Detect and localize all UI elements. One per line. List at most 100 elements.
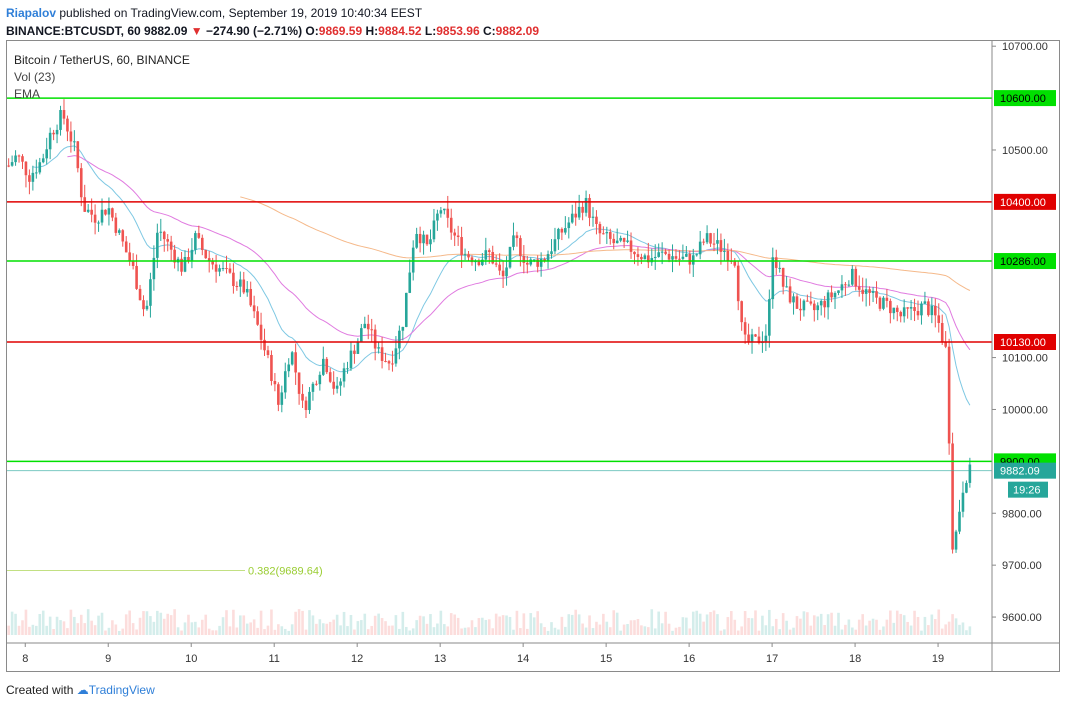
candle-body: [131, 261, 135, 266]
candle-body: [501, 270, 505, 277]
candle-body: [906, 307, 909, 309]
time-tick-label: 14: [517, 653, 529, 665]
candle-body: [830, 292, 833, 298]
volume-bar: [28, 626, 31, 635]
volume-bar: [837, 612, 840, 635]
volume-bar: [716, 614, 719, 635]
volume-bar: [245, 623, 249, 635]
publisher-name[interactable]: Riapalov: [6, 6, 57, 20]
candle-body: [591, 216, 595, 218]
candle-body: [145, 305, 149, 310]
volume-bar: [325, 623, 329, 635]
volume-bar: [667, 623, 671, 635]
ema-mid-line: [67, 155, 971, 351]
candle-body: [387, 361, 391, 364]
candle-body: [844, 284, 847, 286]
candle-body: [391, 363, 394, 365]
volume-bar: [477, 618, 481, 635]
candle-body: [581, 206, 584, 213]
volume-bar: [287, 630, 291, 635]
candle-body: [747, 334, 750, 342]
volume-bar: [135, 629, 138, 635]
candle-body: [920, 303, 923, 316]
candle-body: [249, 288, 252, 306]
candle-body: [21, 156, 24, 162]
candle-body: [152, 257, 156, 280]
volume-bar: [685, 617, 688, 635]
candle-body: [529, 259, 533, 265]
candle-body: [899, 311, 903, 317]
volume-bar: [183, 622, 187, 635]
legend-symbol[interactable]: Bitcoin / TetherUS, 60, BINANCE: [14, 53, 190, 67]
volume-bar: [225, 610, 228, 635]
volume-bar: [304, 629, 308, 635]
volume-bar: [553, 627, 557, 635]
candle-body: [695, 254, 699, 256]
candle-body: [895, 307, 899, 312]
candle-body: [394, 348, 398, 364]
volume-bar: [747, 617, 750, 635]
volume-bar: [605, 621, 609, 635]
fib-level: 0.382(9689.64): [7, 566, 323, 578]
tradingview-link[interactable]: TradingView: [88, 683, 155, 697]
candle-body: [332, 381, 335, 389]
candle-body: [273, 380, 277, 385]
horizontal-levels: 10600.0010400.0010286.0010130.009900.009…: [7, 90, 1056, 498]
candle-body: [270, 354, 273, 381]
candle-body: [304, 400, 308, 411]
volume-bar: [847, 619, 851, 635]
volume-bar: [954, 618, 958, 635]
volume-bar: [263, 629, 266, 635]
candle-body: [380, 347, 384, 361]
volume-bar: [799, 618, 802, 635]
candle-body: [740, 301, 743, 323]
legend-ema[interactable]: EMA: [14, 87, 41, 101]
volume-bar: [277, 624, 280, 635]
volume-bar: [249, 622, 252, 635]
candle-body: [460, 237, 463, 256]
candle-body: [598, 224, 602, 234]
volume-bar: [512, 629, 515, 635]
volume-bar: [519, 628, 522, 635]
volume-bar: [819, 613, 823, 635]
tradingview-logo-icon[interactable]: ☁: [76, 683, 89, 697]
candle-body: [892, 307, 896, 314]
open-label: O:: [305, 24, 319, 38]
volume-bar: [653, 628, 657, 635]
candle-body: [657, 252, 660, 257]
volume-bar: [432, 627, 436, 635]
candle-body: [671, 256, 674, 260]
volume-bar: [761, 615, 764, 635]
volume-bar: [83, 623, 87, 635]
candle-body: [297, 372, 301, 394]
candle-body: [366, 323, 370, 330]
candle-body: [308, 391, 311, 411]
candle-body: [574, 213, 578, 218]
volume-bar: [792, 627, 795, 635]
candle-body: [311, 383, 315, 392]
time-tick-label: 17: [766, 653, 778, 665]
volume-bar: [612, 610, 616, 635]
candle-body: [691, 255, 695, 265]
candle-body: [183, 257, 187, 272]
volume-bar: [290, 624, 294, 635]
candle-body: [878, 297, 882, 309]
down-arrow-icon: ▼: [190, 24, 203, 38]
candle-body: [62, 110, 66, 119]
volume-bar: [370, 625, 374, 635]
candle-body: [197, 233, 201, 238]
chart-frame[interactable]: [6, 40, 1060, 672]
volume-bar: [380, 618, 384, 635]
candle-body: [429, 239, 432, 245]
candle-body: [764, 335, 768, 342]
candle-body: [716, 240, 719, 244]
candle-body: [588, 197, 591, 218]
volume-bar: [895, 610, 899, 635]
candle-body: [214, 264, 218, 272]
candle-body: [83, 197, 87, 212]
legend-volume[interactable]: Vol (23): [14, 70, 56, 84]
candle-body: [315, 383, 318, 385]
candle-body: [104, 209, 107, 215]
candle-body: [664, 251, 667, 254]
